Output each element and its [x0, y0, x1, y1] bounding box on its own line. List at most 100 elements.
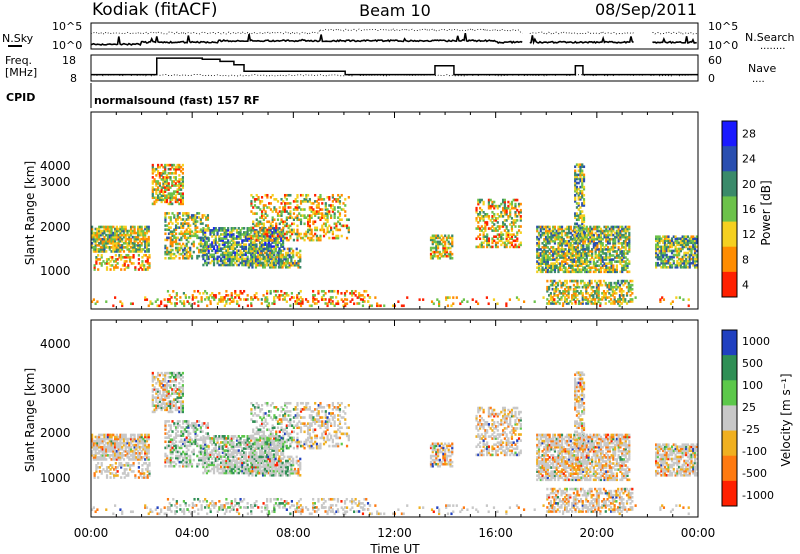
power-cell: [269, 251, 272, 255]
power-cell: [218, 229, 221, 232]
power-cell: [560, 244, 564, 247]
power-cell: [241, 247, 244, 251]
power-cell: [574, 177, 577, 181]
power-cell: [176, 212, 179, 215]
velocity-cell: [105, 437, 108, 441]
power-cell: [166, 238, 169, 242]
power-cell: [548, 225, 551, 229]
power-cell: [244, 263, 247, 267]
power-cell: [599, 260, 603, 263]
power-cell: [550, 254, 553, 257]
power-cell: [548, 270, 551, 274]
power-cell: [451, 256, 454, 260]
power-cell: [275, 222, 278, 226]
power-cell: [148, 266, 151, 269]
power-cell: [491, 215, 494, 218]
power-cell: [234, 255, 237, 259]
power-cell: [246, 263, 249, 267]
power-cell: [135, 244, 138, 247]
power-cell: [406, 296, 409, 299]
power-cell: [299, 220, 303, 224]
power-cell: [320, 289, 324, 293]
power-cell: [599, 266, 603, 270]
power-cell: [611, 302, 614, 305]
power-cell: [326, 208, 329, 211]
power-cell: [164, 167, 167, 171]
power-cell: [560, 260, 564, 263]
power-cell: [269, 224, 273, 228]
power-cell: [227, 263, 230, 267]
power-cell: [605, 266, 608, 270]
power-cell: [160, 172, 163, 175]
power-cell: [262, 239, 265, 242]
power-cell: [227, 229, 230, 232]
power-cell: [228, 257, 232, 261]
velocity-cell: [114, 452, 117, 455]
power-cell: [171, 240, 174, 244]
power-cell: [536, 225, 539, 229]
power-cell: [576, 270, 580, 274]
power-cell: [670, 243, 674, 247]
power-cell: [338, 200, 342, 203]
power-cell: [509, 241, 512, 245]
power-cell: [577, 228, 580, 232]
power-cell: [692, 247, 695, 251]
power-cell: [169, 242, 172, 246]
power-cell: [137, 258, 140, 261]
power-cell: [612, 233, 615, 237]
power-cell: [552, 233, 555, 237]
power-cell: [624, 264, 627, 267]
power-cell: [319, 218, 322, 222]
velocity-cell: [145, 437, 149, 441]
power-cell: [324, 212, 327, 215]
power-cell: [489, 198, 492, 202]
power-cell: [604, 294, 607, 297]
power-cell: [174, 169, 177, 173]
power-cell: [246, 259, 249, 263]
power-cell: [491, 237, 494, 241]
power-cell: [246, 251, 249, 255]
power-cell: [568, 244, 571, 247]
power-cell: [608, 260, 611, 263]
power-cell: [212, 233, 216, 236]
power-cell: [655, 265, 658, 269]
velocity-cell: [91, 435, 94, 439]
power-cell: [505, 210, 508, 214]
velocity-cell: [96, 443, 99, 447]
power-cell: [580, 258, 583, 261]
power-cell: [171, 244, 174, 248]
power-cell: [151, 186, 154, 189]
power-cell: [596, 254, 599, 257]
power-cell: [278, 241, 281, 244]
power-cell: [621, 258, 624, 261]
power-cell: [674, 235, 677, 239]
power-cell: [591, 227, 594, 231]
power-cell: [283, 206, 287, 209]
power-cell: [232, 237, 235, 240]
power-cell: [303, 234, 306, 238]
power-cell: [205, 229, 209, 232]
power-cell: [604, 296, 607, 299]
power-cell: [583, 239, 587, 243]
power-cell: [574, 200, 577, 203]
velocity-cell: [98, 433, 101, 437]
velocity-cell: [119, 447, 122, 451]
power-cell: [569, 241, 572, 245]
power-cell: [567, 285, 570, 289]
power-cell: [559, 248, 562, 251]
power-cell: [158, 184, 161, 187]
power-cell: [582, 252, 585, 255]
power-cell: [553, 292, 556, 295]
power-cell: [487, 215, 491, 218]
power-cell: [582, 266, 585, 270]
velocity-cell: [96, 456, 99, 459]
power-cell: [546, 229, 549, 233]
power-cell: [164, 198, 167, 202]
power-cell: [281, 253, 284, 257]
power-cell: [223, 237, 226, 240]
power-cell: [155, 190, 158, 193]
power-cell: [174, 240, 178, 244]
power-cell: [172, 180, 176, 183]
power-cell: [575, 189, 579, 193]
power-cell: [216, 261, 219, 265]
